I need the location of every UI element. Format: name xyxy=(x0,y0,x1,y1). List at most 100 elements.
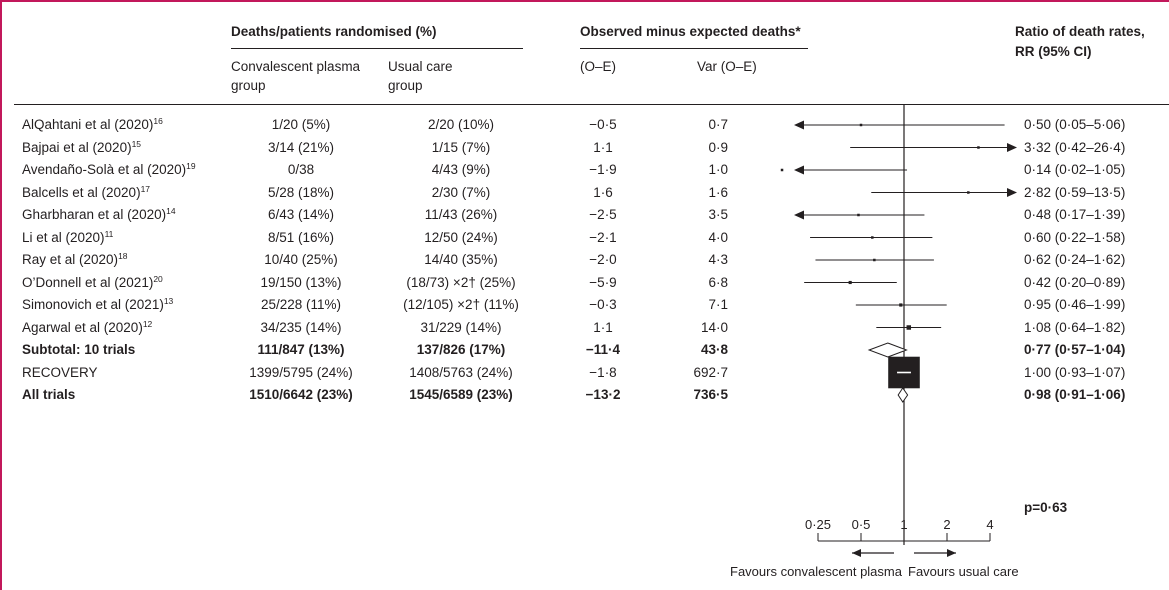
rr-ci-cell: 0·95 (0·46–1·99) xyxy=(1024,297,1126,312)
treatment-cell: 5/28 (18%) xyxy=(267,184,335,200)
table-row: Ray et al (2020)18 10/40 (25%) 14/40 (35%)… xyxy=(0,249,1169,271)
treatment-cell: 1510/6642 (23%) xyxy=(249,387,353,402)
var-cell: 4·0 xyxy=(708,229,728,245)
oe-cell: −5·9 xyxy=(589,274,617,290)
control-cell: 12/50 (24%) xyxy=(424,229,498,245)
treatment-cell: 1/20 (5%) xyxy=(271,117,331,132)
table-row: Balcells et al (2020)17 5/28 (18%) 2/30 (7… xyxy=(0,182,1169,204)
header-bottom-rule xyxy=(14,104,1169,105)
oe-cell: 1·1 xyxy=(593,319,613,335)
study-name: AlQahtani et al (2020)16 xyxy=(22,116,163,132)
study-name: Balcells et al (2020)17 xyxy=(22,183,151,200)
frame-top-border xyxy=(0,0,1169,2)
table-row: Simonovich et al (2021)13 25/228 (11%) (12… xyxy=(0,294,1169,316)
reference-superscript: 13 xyxy=(163,296,174,306)
var-cell: 1·0 xyxy=(708,162,728,177)
control-cell: 31/229 (14%) xyxy=(420,319,502,335)
p-value: p=0·63 xyxy=(1024,500,1068,515)
table-row: Avendaño-Solà et al (2020)19 0/38 4/43 (9%… xyxy=(0,159,1169,181)
oe-cell: −0·3 xyxy=(589,297,617,312)
control-cell: 1/15 (7%) xyxy=(431,139,491,155)
control-cell: 1408/5763 (24%) xyxy=(409,364,513,380)
reference-superscript: 19 xyxy=(186,161,196,171)
control-cell: (12/105) ×2† (11%) xyxy=(403,297,519,312)
control-cell: 2/30 (7%) xyxy=(431,184,491,200)
oe-cell: −2·5 xyxy=(589,207,617,222)
oe-cell: −0·5 xyxy=(589,117,617,132)
rr-ci-cell: 2·82 (0·59–13·5) xyxy=(1024,184,1126,200)
effect-square xyxy=(780,168,784,172)
effect-square xyxy=(857,213,860,217)
rr-ci-cell: 1·00 (0·93–1·07) xyxy=(1024,364,1126,380)
control-header: Usual care group xyxy=(388,59,453,93)
oe-cell: −11·4 xyxy=(585,342,621,357)
effect-square xyxy=(967,191,970,194)
effect-square xyxy=(873,258,876,262)
var-cell: 0·7 xyxy=(708,117,728,132)
table-row: Bajpai et al (2020)15 3/14 (21%) 1/15 (7%)… xyxy=(0,137,1169,159)
frame-left-border xyxy=(0,0,2,590)
study-name: Subtotal: 10 trials xyxy=(22,342,136,357)
var-cell: 6·8 xyxy=(708,274,728,290)
rr-ci-cell: 0·60 (0·22–1·58) xyxy=(1024,229,1126,245)
effect-square xyxy=(899,303,903,307)
rr-ci-cell: 3·32 (0·42–26·4) xyxy=(1024,139,1126,155)
oe-cell: 1·1 xyxy=(593,139,613,155)
study-name: Li et al (2020)11 xyxy=(22,228,114,245)
ci-arrow-left xyxy=(794,165,804,175)
var-cell: 7·1 xyxy=(708,297,728,312)
var-cell: 736·5 xyxy=(693,387,728,402)
table-row: Agarwal et al (2020)12 34/235 (14%) 31/229… xyxy=(0,317,1169,339)
study-name: RECOVERY xyxy=(22,364,98,380)
reference-superscript: 16 xyxy=(153,116,163,126)
study-name: Simonovich et al (2021)13 xyxy=(22,296,174,312)
rr-ci-cell: 0·48 (0·17–1·39) xyxy=(1024,207,1126,222)
table-row: RECOVERY 1399/5795 (24%) 1408/5763 (24%) −1… xyxy=(0,362,1169,384)
table-row: Gharbharan et al (2020)14 6/43 (14%) 11/43… xyxy=(0,204,1169,226)
treatment-header: Convalescent plasma group xyxy=(231,59,361,93)
treatment-cell: 1399/5795 (24%) xyxy=(249,364,353,380)
favours-right-label: Favours usual care xyxy=(908,564,1019,579)
var-cell: 3·5 xyxy=(708,207,728,222)
favours-right-arrow-head xyxy=(947,549,956,557)
oe-header: (O–E) xyxy=(580,59,617,74)
rr-ci-cell: 0·14 (0·02–1·05) xyxy=(1024,162,1126,177)
summary-diamond xyxy=(867,342,908,358)
treatment-cell: 25/228 (11%) xyxy=(260,297,342,312)
study-name: Bajpai et al (2020)15 xyxy=(22,138,142,155)
reference-superscript: 15 xyxy=(131,138,142,149)
table-row: AlQahtani et al (2020)16 1/20 (5%) 2/20 (1… xyxy=(0,114,1169,136)
reference-superscript: 12 xyxy=(142,318,153,329)
study-name: Gharbharan et al (2020)14 xyxy=(22,206,176,222)
ratio-header-line1: Ratio of death rates, xyxy=(1015,24,1145,39)
oe-cell: −13·2 xyxy=(585,387,621,402)
effect-square xyxy=(871,236,874,239)
var-cell: 4·3 xyxy=(708,252,728,267)
study-name: Avendaño-Solà et al (2020)19 xyxy=(22,161,196,177)
favours-left-arrow-head xyxy=(852,549,861,557)
oe-cell: −1·8 xyxy=(589,364,617,380)
table-row: All trials 1510/6642 (23%) 1545/6589 (23%)… xyxy=(0,384,1169,406)
favours-left-label: Favours convalescent plasma xyxy=(730,564,902,579)
summary-diamond xyxy=(897,387,909,403)
treatment-cell: 10/40 (25%) xyxy=(264,252,338,267)
reference-superscript: 17 xyxy=(140,183,151,194)
control-cell: 137/826 (17%) xyxy=(416,342,506,357)
control-cell: 4/43 (9%) xyxy=(431,162,491,177)
oe-cell: −2·1 xyxy=(589,229,617,245)
reference-superscript: 20 xyxy=(153,273,163,284)
oe-cell: −2·0 xyxy=(589,252,617,267)
deaths-group-header: Deaths/patients randomised (%) xyxy=(231,24,437,39)
rr-ci-cell: 0·98 (0·91–1·06) xyxy=(1024,387,1126,402)
study-name: Ray et al (2020)18 xyxy=(22,251,128,267)
treatment-cell: 3/14 (21%) xyxy=(267,139,335,155)
rr-ci-cell: 0·77 (0·57–1·04) xyxy=(1024,342,1126,357)
observed-header-rule xyxy=(580,48,808,49)
x-tick-label: 0·5 xyxy=(852,517,871,532)
var-cell: 43·8 xyxy=(700,342,728,357)
oe-cell: −1·9 xyxy=(589,162,617,177)
x-tick-label: 4 xyxy=(986,517,993,532)
ci-arrow-right xyxy=(1007,188,1017,197)
var-cell: 0·9 xyxy=(708,139,728,155)
